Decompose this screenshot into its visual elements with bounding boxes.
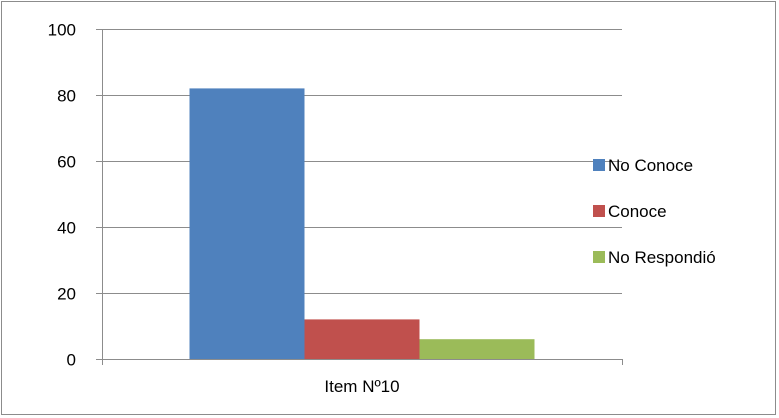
bar-no-conoce [189, 88, 305, 360]
y-tick-label: 80 [57, 87, 76, 106]
legend-label: No Respondió [608, 248, 716, 267]
bar-conoce [304, 319, 420, 359]
legend-swatch [593, 205, 605, 217]
y-tick-label: 40 [57, 219, 76, 238]
y-tick-label: 0 [67, 351, 76, 370]
legend-swatch [593, 251, 605, 263]
x-axis-labels: Item Nº10 [324, 377, 399, 396]
axes [102, 29, 623, 365]
y-tick-label: 20 [57, 285, 76, 304]
legend: No Conoce Conoce No Respondió [593, 156, 716, 267]
legend-label: No Conoce [608, 156, 693, 175]
legend-swatch [593, 159, 605, 171]
gridlines [102, 29, 622, 294]
bars [189, 88, 535, 360]
bar-no-respondi- [419, 339, 535, 359]
legend-label: Conoce [608, 202, 667, 221]
y-tick-label: 100 [48, 21, 76, 40]
y-tick-label: 60 [57, 153, 76, 172]
y-axis-ticks: 0 20 40 60 80 100 [48, 21, 102, 370]
x-tick-label: Item Nº10 [324, 377, 399, 396]
